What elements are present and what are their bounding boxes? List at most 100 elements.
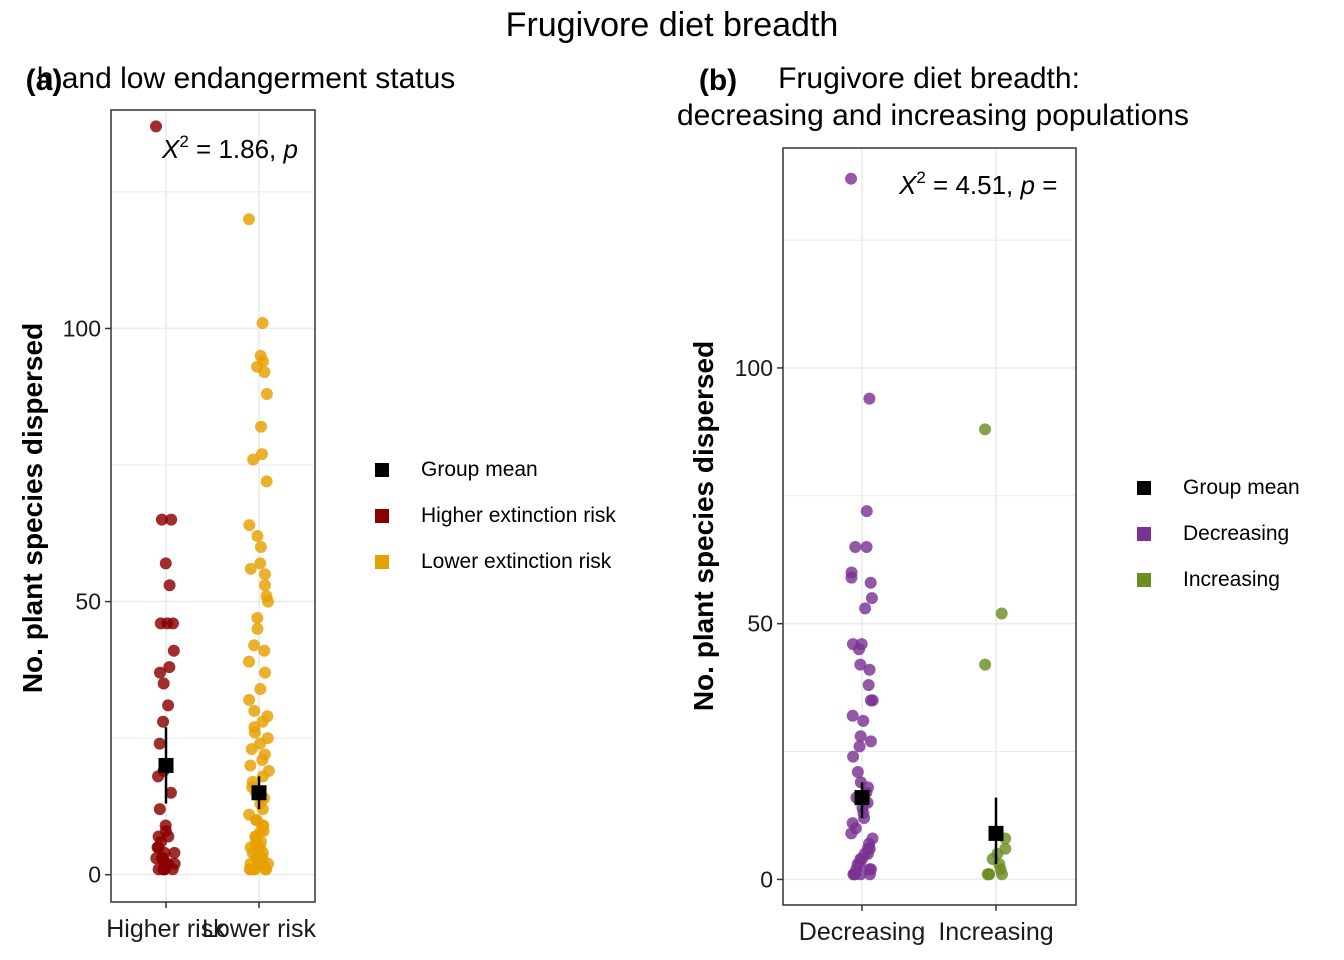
plot-border — [782, 147, 1077, 906]
data-point — [247, 863, 260, 876]
legend-item-group-mean: Group mean — [375, 447, 616, 493]
data-point — [159, 557, 172, 570]
data-point — [979, 423, 992, 436]
data-point — [155, 513, 168, 526]
data-point — [254, 540, 267, 553]
data-point — [859, 602, 872, 615]
panel-b: Frugivore diet breadth: (b) decreasing a… — [677, 62, 1189, 946]
data-point — [244, 562, 257, 575]
legend-label: Lower extinction risk — [421, 550, 612, 573]
data-point — [243, 213, 256, 226]
data-point — [248, 639, 261, 652]
y-tick-label: 100 — [63, 315, 101, 341]
data-point — [256, 317, 269, 330]
data-point — [166, 617, 179, 630]
data-point — [995, 607, 1008, 620]
panel-b-legend: Group mean Decreasing Increasing — [1137, 465, 1300, 603]
group-mean-marker — [158, 757, 174, 773]
data-point — [152, 770, 165, 783]
plot-background — [783, 148, 1076, 905]
data-point — [982, 868, 995, 881]
data-point — [168, 846, 181, 859]
panel-b-title-line-1: Frugivore diet breadth: — [778, 62, 1080, 95]
data-point — [860, 505, 873, 518]
data-point — [150, 120, 163, 133]
data-point — [258, 644, 271, 657]
panel-b-plot: 0 50 100 Decreasing Increasing X2 = 4.51, p = — [735, 147, 1077, 946]
data-point — [857, 714, 870, 727]
data-point — [256, 753, 269, 766]
data-point — [163, 579, 176, 592]
panel-b-title-line-2: decreasing and increasing populations — [677, 99, 1189, 132]
data-point — [864, 576, 877, 589]
data-point — [979, 658, 992, 671]
x-tick-label: Lower risk — [202, 915, 316, 943]
data-point — [259, 579, 272, 592]
data-point — [996, 868, 1009, 881]
data-point — [858, 812, 871, 825]
data-point — [153, 737, 166, 750]
data-point — [153, 803, 166, 816]
panel-a-title: h and low endangerment status — [37, 62, 456, 95]
y-tick-label: 100 — [735, 355, 773, 381]
data-point — [262, 595, 275, 608]
panel-a-tag: (a) — [26, 64, 63, 97]
data-point — [167, 644, 180, 657]
data-point — [153, 666, 166, 679]
data-point — [866, 694, 879, 707]
legend-key-swatch — [375, 509, 389, 523]
data-point — [245, 743, 258, 756]
panel-a-ylabel: No. plant species dispersed — [17, 323, 48, 693]
data-point — [851, 766, 864, 779]
data-point — [860, 540, 873, 553]
y-tick-label: 0 — [88, 862, 101, 888]
x-tick-label: Increasing — [938, 918, 1053, 946]
data-point — [254, 557, 267, 570]
panel-b-ylabel: No. plant species dispersed — [688, 341, 719, 711]
data-point — [162, 699, 175, 712]
legend-key-swatch — [375, 555, 389, 569]
data-point — [157, 715, 170, 728]
legend-key-swatch — [1137, 481, 1151, 495]
data-point — [845, 172, 858, 185]
stat-annotation: X2 = 4.51, p = — [898, 168, 1057, 200]
legend-label: Group mean — [1183, 476, 1300, 499]
data-point — [260, 388, 273, 401]
legend-item-higher-extinction-risk: Higher extinction risk — [375, 493, 616, 539]
data-point — [865, 592, 878, 605]
data-point — [164, 786, 177, 799]
data-point — [248, 704, 261, 717]
legend-item-increasing: Increasing — [1137, 557, 1300, 603]
group-mean-marker — [251, 785, 267, 801]
legend-label: Higher extinction risk — [421, 504, 616, 527]
data-point — [243, 519, 256, 532]
data-point — [863, 868, 876, 881]
data-point — [259, 666, 272, 679]
data-point — [853, 740, 866, 753]
data-point — [254, 682, 267, 695]
panel-a-legend: Group mean Higher extinction risk Lower … — [375, 447, 616, 585]
data-point — [158, 863, 171, 876]
data-point — [854, 730, 867, 743]
group-mean-marker — [988, 825, 1004, 841]
legend-item-decreasing: Decreasing — [1137, 511, 1300, 557]
x-tick-label: Decreasing — [799, 918, 925, 946]
data-point — [852, 643, 865, 656]
data-point — [251, 611, 264, 624]
data-point — [247, 453, 260, 466]
data-point — [243, 655, 256, 668]
data-point — [863, 663, 876, 676]
data-point — [258, 366, 271, 379]
plot-background — [111, 110, 315, 902]
data-point — [846, 709, 859, 722]
data-point — [163, 661, 176, 674]
data-point — [260, 475, 273, 488]
data-point — [854, 658, 867, 671]
data-point — [258, 568, 271, 581]
data-point — [165, 513, 178, 526]
legend-label: Decreasing — [1183, 522, 1290, 545]
data-point — [863, 392, 876, 405]
y-tick-label: 50 — [75, 589, 101, 615]
